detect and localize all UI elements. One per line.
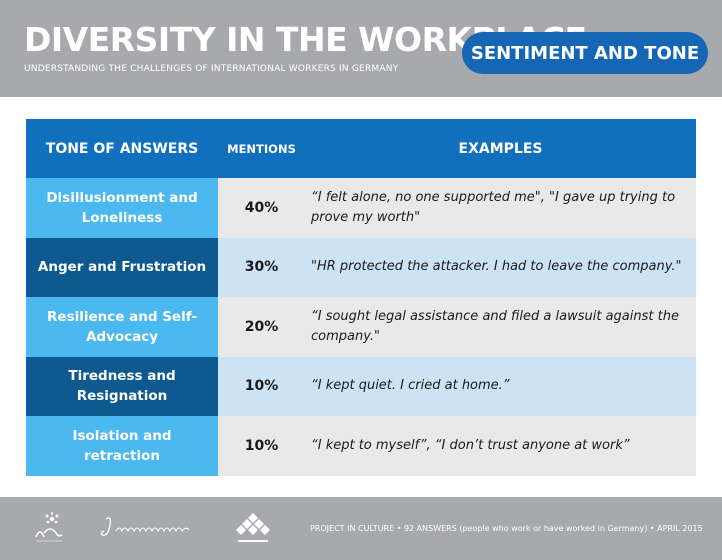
tone-cell: Disillusionment and Loneliness <box>26 178 218 238</box>
example-cell: “I felt alone, no one supported me", "I … <box>311 189 676 225</box>
tone-cell: Isolation and retraction <box>26 416 218 476</box>
tone-cell: Resilience and Self-Advocacy <box>26 297 218 357</box>
footer-bar: PROJECT IN CULTURE • 92 ANSWERS (people … <box>0 497 722 560</box>
row-details: 30% "HR protected the attacker. I had to… <box>218 237 696 297</box>
tone-cell: Anger and Frustration <box>26 237 218 297</box>
table-row: Resilience and Self-Advocacy 20% “I soug… <box>26 297 696 357</box>
diamond-grid-logo-icon <box>236 513 270 542</box>
table-row: Disillusionment and Loneliness 40% “I fe… <box>26 178 696 238</box>
janainas-logo-icon <box>100 517 190 536</box>
table-row: Anger and Frustration 30% "HR protected … <box>26 237 696 297</box>
inculture-logo-icon <box>35 512 63 542</box>
column-header-examples: EXAMPLES <box>458 140 543 157</box>
mentions-cell: 10% <box>244 437 279 454</box>
column-header-tone: TONE OF ANSWERS <box>45 140 199 157</box>
table-row: Tiredness and Resignation 10% “I kept qu… <box>26 356 696 416</box>
table-row: Isolation and retraction 10% “I kept to … <box>26 416 696 476</box>
tone-cell: Tiredness and Resignation <box>26 356 218 416</box>
row-details: 40% “I felt alone, no one supported me",… <box>218 178 696 238</box>
page-subtitle: UNDERSTANDING THE CHALLENGES OF INTERNAT… <box>24 64 399 74</box>
example-cell: “I kept to myself”, “I don’t trust anyon… <box>311 437 630 453</box>
example-cell: “I sought legal assistance and filed a l… <box>311 308 679 344</box>
mentions-cell: 30% <box>244 259 279 276</box>
example-cell: “I kept quiet. I cried at home.” <box>311 378 510 394</box>
header-bar: DIVERSITY IN THE WORKPLACE UNDERSTANDING… <box>0 0 722 97</box>
row-details: 10% “I kept to myself”, “I don’t trust a… <box>218 416 696 476</box>
mentions-cell: 40% <box>244 199 279 216</box>
section-badge: SENTIMENT AND TONE <box>462 32 708 74</box>
footer-credit: PROJECT IN CULTURE • 92 ANSWERS (people … <box>310 524 703 533</box>
example-cell: "HR protected the attacker. I had to lea… <box>311 259 682 275</box>
column-header-mentions: MENTIONS <box>227 141 296 156</box>
table-header: TONE OF ANSWERS MENTIONS EXAMPLES <box>26 119 696 178</box>
mentions-cell: 20% <box>244 318 279 335</box>
row-details: 10% “I kept quiet. I cried at home.” <box>218 356 696 416</box>
mentions-cell: 10% <box>244 378 279 395</box>
sentiment-table: TONE OF ANSWERS MENTIONS EXAMPLES Disill… <box>26 119 696 476</box>
row-details: 20% “I sought legal assistance and filed… <box>218 297 696 357</box>
